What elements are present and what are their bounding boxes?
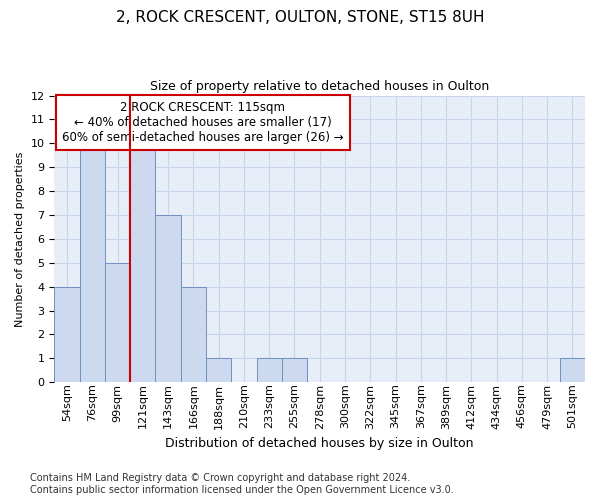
X-axis label: Distribution of detached houses by size in Oulton: Distribution of detached houses by size …	[166, 437, 474, 450]
Title: Size of property relative to detached houses in Oulton: Size of property relative to detached ho…	[150, 80, 490, 93]
Bar	[105, 262, 130, 382]
Text: Contains HM Land Registry data © Crown copyright and database right 2024.
Contai: Contains HM Land Registry data © Crown c…	[30, 474, 454, 495]
Bar	[80, 144, 105, 382]
Bar	[55, 286, 80, 382]
Bar	[282, 358, 307, 382]
Bar	[181, 286, 206, 382]
Bar	[257, 358, 282, 382]
Bar	[130, 144, 155, 382]
Bar	[560, 358, 585, 382]
Text: 2, ROCK CRESCENT, OULTON, STONE, ST15 8UH: 2, ROCK CRESCENT, OULTON, STONE, ST15 8U…	[116, 10, 484, 25]
Y-axis label: Number of detached properties: Number of detached properties	[15, 151, 25, 326]
Bar	[206, 358, 231, 382]
Bar	[155, 215, 181, 382]
Text: 2 ROCK CRESCENT: 115sqm
← 40% of detached houses are smaller (17)
60% of semi-de: 2 ROCK CRESCENT: 115sqm ← 40% of detache…	[62, 102, 344, 144]
